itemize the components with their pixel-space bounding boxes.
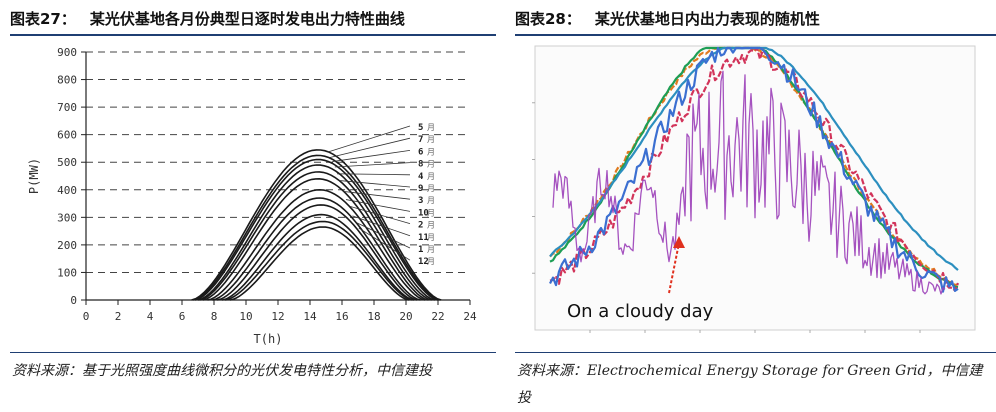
legend-label-4: 8: [418, 160, 423, 170]
series-line-8: [212, 197, 421, 301]
series-line-6: [202, 177, 429, 301]
annotation-arrow-head: [673, 236, 685, 248]
leader-line-1: [327, 125, 411, 153]
y-tick-label-800: 800: [57, 74, 77, 87]
left-title-rule: [10, 34, 496, 36]
series-line-blue: [549, 46, 959, 293]
right-title-rule: [515, 34, 996, 36]
legend-label-11: 1: [418, 245, 423, 255]
legend-label-10: 11: [418, 233, 429, 243]
legend-label-6: 9: [418, 184, 423, 194]
x-tick-label-4: 4: [147, 310, 154, 323]
y-tick-label-100: 100: [57, 266, 77, 279]
legend-suffix-12: 月: [427, 257, 435, 266]
left-figure-panel: 图表27： 某光伏基地各月份典型日逐时发电出力特性曲线 0 100 200 300 400…: [0, 0, 496, 411]
x-tick-label-8: 8: [211, 310, 218, 323]
leader-line-8: [345, 199, 411, 212]
series-line-10: [221, 213, 415, 301]
series-line-12: [229, 226, 410, 301]
legend-label-1: 5: [418, 123, 423, 133]
series-line-2: [192, 154, 440, 301]
leader-line-3: [332, 150, 411, 162]
x-tick-label-16: 16: [335, 310, 348, 323]
x-tick-label-2: 2: [115, 310, 122, 323]
x-tick-label-0: 0: [83, 310, 90, 323]
x-tick-label-14: 14: [303, 310, 317, 323]
series-line-1: [191, 149, 442, 301]
y-axis-label: P(MW): [27, 158, 41, 194]
y-tick-label-700: 700: [57, 101, 77, 114]
cloudy-day-annotation: On a cloudy day: [567, 301, 714, 322]
x-tick-label-10: 10: [239, 310, 252, 323]
y-tick-label-0: 0: [70, 294, 77, 307]
right-figure-heading: 某光伏基地日内出力表现的随机性: [594, 10, 820, 28]
legend-suffix-3: 月: [427, 147, 435, 156]
leader-line-6: [339, 180, 411, 188]
x-tick-label-12: 12: [271, 310, 284, 323]
legend-suffix-1: 月: [427, 123, 435, 132]
y-tick-label-400: 400: [57, 184, 77, 197]
y-tick-label-600: 600: [57, 129, 77, 142]
x-tick-label-18: 18: [367, 310, 380, 323]
legend-suffix-6: 月: [427, 184, 435, 193]
leader-line-10: [352, 215, 411, 237]
leader-line-2: [329, 137, 411, 158]
y-tick-label-500: 500: [57, 156, 77, 169]
x-tick-label-20: 20: [399, 310, 412, 323]
left-figure-label: 图表27：: [10, 10, 76, 28]
legend-suffix-11: 月: [427, 245, 435, 254]
legend-suffix-8: 月: [427, 208, 435, 217]
y-tick-label-200: 200: [57, 239, 77, 252]
left-figure-heading: 某光伏基地各月份典型日逐时发电出力特性曲线: [89, 10, 405, 28]
right-source: 资料来源：Electrochemical Energy Storage for …: [517, 363, 983, 406]
legend-suffix-5: 月: [427, 172, 435, 181]
legend-suffix-10: 月: [427, 233, 435, 242]
leader-line-9: [349, 205, 411, 224]
leader-line-11: [356, 222, 411, 249]
y-tick-label-900: 900: [57, 46, 77, 59]
legend-suffix-4: 月: [427, 160, 435, 169]
left-figure-title: 图表27： 某光伏基地各月份典型日逐时发电出力特性曲线: [10, 8, 405, 29]
series-line-5: [199, 171, 432, 301]
legend-label-3: 6: [418, 147, 423, 157]
x-tick-label-24: 24: [463, 310, 477, 323]
legend-label-5: 4: [418, 172, 424, 182]
series-line-9: [217, 204, 418, 301]
legend-suffix-9: 月: [427, 221, 435, 230]
left-source-rule: [10, 352, 496, 353]
leader-line-5: [337, 173, 411, 176]
x-tick-label-22: 22: [431, 310, 444, 323]
series-line-11: [225, 220, 413, 301]
series-line-cloudy-day: [552, 70, 946, 295]
legend-label-12: 12: [418, 257, 429, 267]
right-figure-title: 图表28： 某光伏基地日内出力表现的随机性: [515, 8, 820, 29]
legend-label-9: 2: [418, 221, 423, 231]
left-source: 资料来源：基于光照强度曲线微积分的光伏发电特性分析，中信建投: [12, 363, 432, 379]
legend-label-2: 7: [418, 135, 423, 145]
right-figure-panel: 图表28： 某光伏基地日内出力表现的随机性 On a cloudy day 资料来…: [505, 0, 996, 411]
leader-line-7: [343, 191, 411, 200]
y-tick-label-300: 300: [57, 211, 77, 224]
series-line-4: [197, 164, 436, 301]
x-tick-label-6: 6: [179, 310, 186, 323]
annotation-arrow-shaft: [668, 242, 680, 294]
right-figure-label: 图表28：: [515, 10, 581, 28]
legend-label-8: 10: [418, 208, 429, 218]
legend-suffix-7: 月: [427, 196, 435, 205]
legend-label-7: 3: [418, 196, 423, 206]
leader-line-4: [334, 162, 411, 168]
series-line-7: [207, 188, 426, 301]
legend-suffix-2: 月: [427, 135, 435, 144]
leader-line-12: [358, 227, 411, 261]
random-output-chart: On a cloudy day: [532, 45, 976, 333]
right-source-rule: [515, 352, 996, 353]
x-axis-label: T(h): [254, 332, 283, 346]
